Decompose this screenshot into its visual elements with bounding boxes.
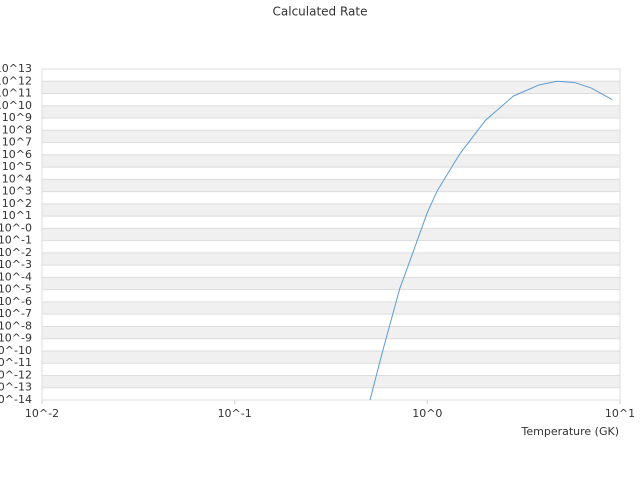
y-tick-label: 10^5 xyxy=(2,160,32,173)
y-tick-label: 10^8 xyxy=(2,123,32,136)
grid-band xyxy=(42,130,620,143)
grid-band xyxy=(42,179,620,192)
plot-border xyxy=(41,68,621,401)
y-tick-label: 10^-1 xyxy=(0,234,32,247)
y-tick-label: 10^-9 xyxy=(0,332,32,345)
y-tick-label: 10^4 xyxy=(2,172,32,185)
y-tick-label: 10^6 xyxy=(2,148,32,161)
y-tick-label: 10^13 xyxy=(0,62,32,75)
y-tick-label: 10^-5 xyxy=(0,283,32,296)
chart-title: Calculated Rate xyxy=(273,5,368,19)
grid-band xyxy=(42,252,620,266)
grid-band xyxy=(42,375,620,388)
x-tick-label: 10^-2 xyxy=(25,407,59,420)
x-axis-label: Temperature (GK) xyxy=(521,425,620,438)
y-tick-label: 10^11 xyxy=(0,87,32,100)
y-tick-label: 10^-4 xyxy=(0,270,32,283)
y-tick-label: 10^-3 xyxy=(0,258,32,271)
y-tick-label: 10^9 xyxy=(2,111,32,124)
y-tick-label: 10^7 xyxy=(2,136,32,149)
data-line xyxy=(369,80,613,400)
y-tick-label: 10^2 xyxy=(2,197,32,210)
x-tick-label: 10^0 xyxy=(412,407,442,420)
y-tick-label: 10^12 xyxy=(0,74,32,87)
y-tick-label: 10^3 xyxy=(2,185,32,198)
grid-band xyxy=(42,154,620,168)
grid-band xyxy=(42,277,620,290)
y-tick-label: 10^-14 xyxy=(0,393,32,406)
grid-band xyxy=(42,326,620,339)
grid-band xyxy=(42,301,620,315)
y-tick-label: 10^-12 xyxy=(0,368,32,381)
x-tick-label: 10^1 xyxy=(605,407,635,420)
grid-band xyxy=(42,81,620,94)
y-tick-label: 10^-13 xyxy=(0,381,32,394)
y-tick-label: 10^-6 xyxy=(0,295,32,308)
grid-band xyxy=(42,105,620,119)
y-tick-label: 10^-11 xyxy=(0,356,32,369)
y-tick-label: 10^1 xyxy=(2,209,32,222)
grid-band xyxy=(42,203,620,217)
y-tick-label: 10^-7 xyxy=(0,307,32,320)
grid-band xyxy=(42,228,620,241)
y-tick-label: 10^-10 xyxy=(0,344,32,357)
y-tick-label: 10^-8 xyxy=(0,319,32,332)
y-tick-label: 10^-0 xyxy=(0,221,32,234)
y-tick-label: 10^10 xyxy=(0,99,32,112)
y-tick-label: 10^-2 xyxy=(0,246,32,259)
grid-band xyxy=(42,350,620,364)
x-tick-label: 10^-1 xyxy=(218,407,252,420)
